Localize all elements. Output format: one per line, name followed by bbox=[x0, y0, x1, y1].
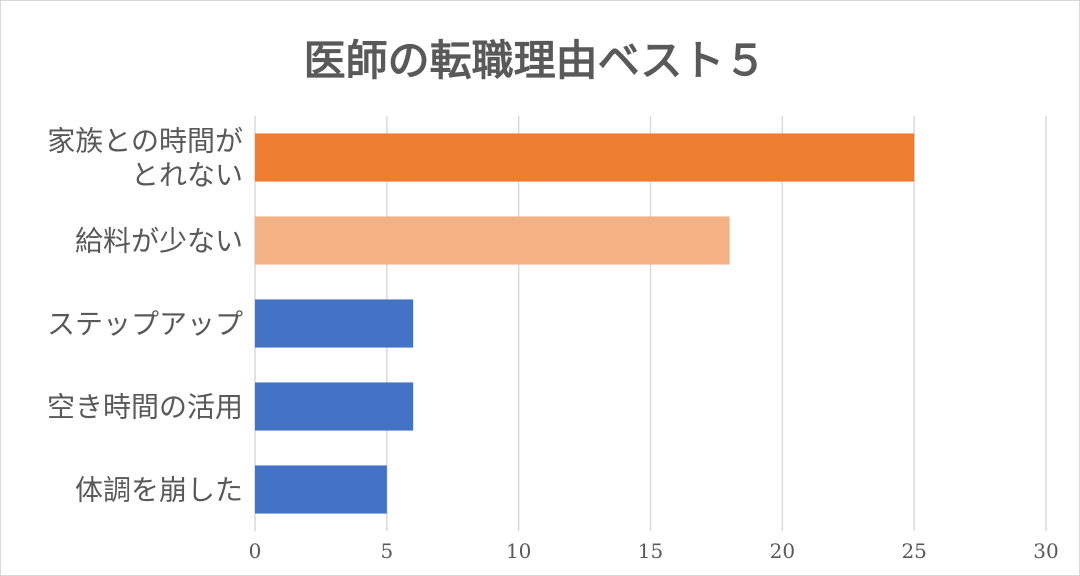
bars bbox=[255, 133, 915, 514]
bar bbox=[255, 465, 387, 514]
y-category-label: ステップアップ bbox=[47, 308, 243, 341]
bar bbox=[255, 216, 730, 265]
x-tick-label: 30 bbox=[1033, 539, 1058, 563]
x-tick-label: 20 bbox=[770, 539, 795, 563]
x-tick-label: 15 bbox=[638, 539, 663, 563]
bar bbox=[255, 299, 414, 348]
x-tick-label: 25 bbox=[901, 539, 926, 563]
x-tick-label: 5 bbox=[380, 539, 393, 563]
x-tick-label: 10 bbox=[506, 539, 531, 563]
chart-title: 医師の転職理由ベスト５ bbox=[304, 36, 767, 85]
y-category-label: 給料が少ない bbox=[75, 225, 243, 258]
bar bbox=[255, 382, 414, 431]
x-tick-label: 0 bbox=[249, 539, 262, 563]
y-category-label: 空き時間の活用 bbox=[47, 391, 243, 424]
x-axis-ticks: 0 5 10 15 20 25 30 bbox=[249, 539, 1059, 563]
y-category-label: 家族との時間がとれない bbox=[47, 125, 243, 192]
bar bbox=[255, 133, 915, 182]
grid bbox=[254, 116, 1047, 531]
y-category-label: 体調を崩した bbox=[75, 474, 243, 507]
